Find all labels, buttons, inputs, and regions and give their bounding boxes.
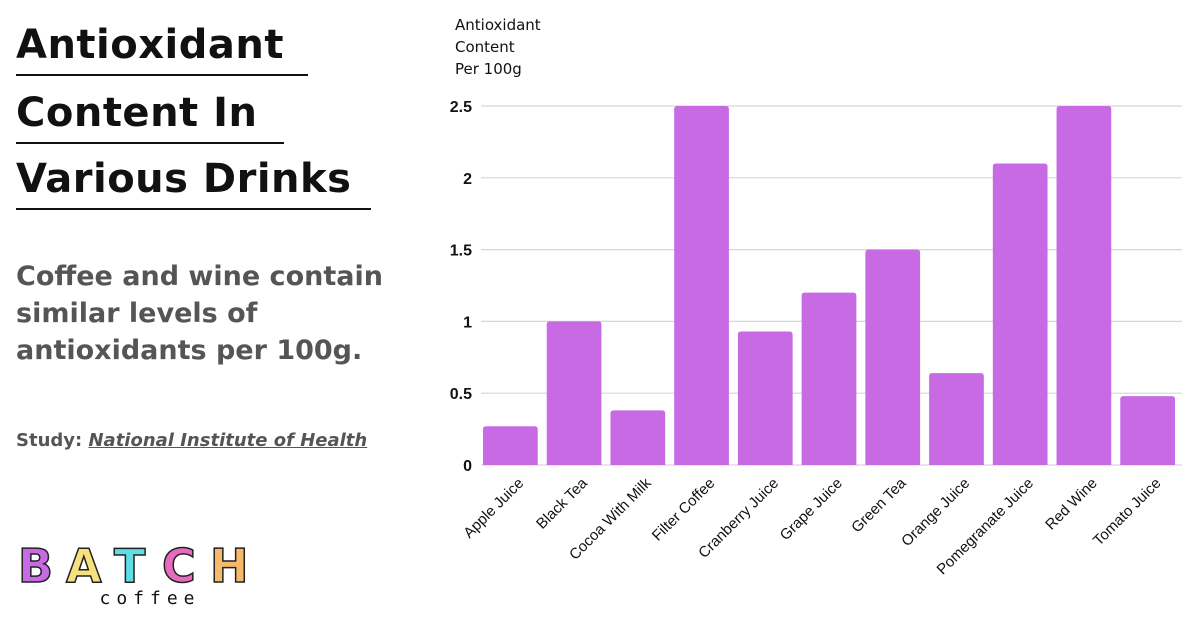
bar-cocoa-with-milk: [610, 410, 666, 465]
x-tick-label: Green Tea: [848, 474, 910, 536]
bar-black-tea: [546, 321, 602, 465]
y-axis-label-line: Content: [455, 38, 515, 56]
y-axis-label: Antioxidant Content Per 100g: [455, 14, 575, 80]
y-axis-label-line: Per 100g: [455, 60, 522, 78]
logo-letter: C: [162, 540, 196, 593]
study-citation: Study: National Institute of Health: [16, 430, 367, 451]
bar-tomato-juice: [1120, 396, 1175, 465]
logo-subtext: coffee: [99, 588, 200, 609]
x-tick-label: Red Wine: [1042, 475, 1101, 534]
logo-letter: B: [18, 540, 53, 593]
study-link[interactable]: National Institute of Health: [88, 430, 368, 451]
y-tick-label: 1.5: [450, 243, 472, 260]
logo-letter: H: [210, 540, 249, 593]
y-tick-label: 2: [463, 171, 472, 188]
x-tick-label: Tomato Juice: [1090, 475, 1165, 550]
bar-green-tea: [865, 249, 921, 465]
y-tick-label: 0: [463, 458, 472, 475]
x-tick-label: Grape Juice: [777, 475, 846, 544]
x-tick-label: Filter Coffee: [649, 475, 719, 545]
bar-pomegranate-juice: [992, 163, 1048, 465]
subtitle: Coffee and wine contain similar levels o…: [16, 261, 383, 366]
y-axis-label-line: Antioxidant: [455, 16, 541, 34]
study-label: Study:: [16, 430, 83, 451]
y-tick-label: 1: [463, 314, 472, 331]
bar-orange-juice: [929, 373, 984, 465]
x-tick-label: Black Tea: [533, 474, 591, 532]
bar-filter-coffee: [674, 106, 729, 465]
bar-cranberry-juice: [737, 331, 793, 465]
bar-grape-juice: [801, 292, 857, 465]
logo-letter: A: [66, 540, 102, 593]
bar-apple-juice: [483, 426, 538, 465]
title-line-3: Various Drinks: [16, 156, 371, 210]
bar-red-wine: [1056, 106, 1112, 465]
y-tick-label: 0.5: [450, 386, 472, 403]
title-line-2: Content In: [16, 90, 284, 144]
y-tick-label: 2.5: [450, 99, 472, 116]
x-tick-label: Apple Juice: [460, 475, 527, 542]
title-line-1: Antioxidant: [16, 22, 308, 76]
logo-letter: T: [114, 540, 146, 593]
